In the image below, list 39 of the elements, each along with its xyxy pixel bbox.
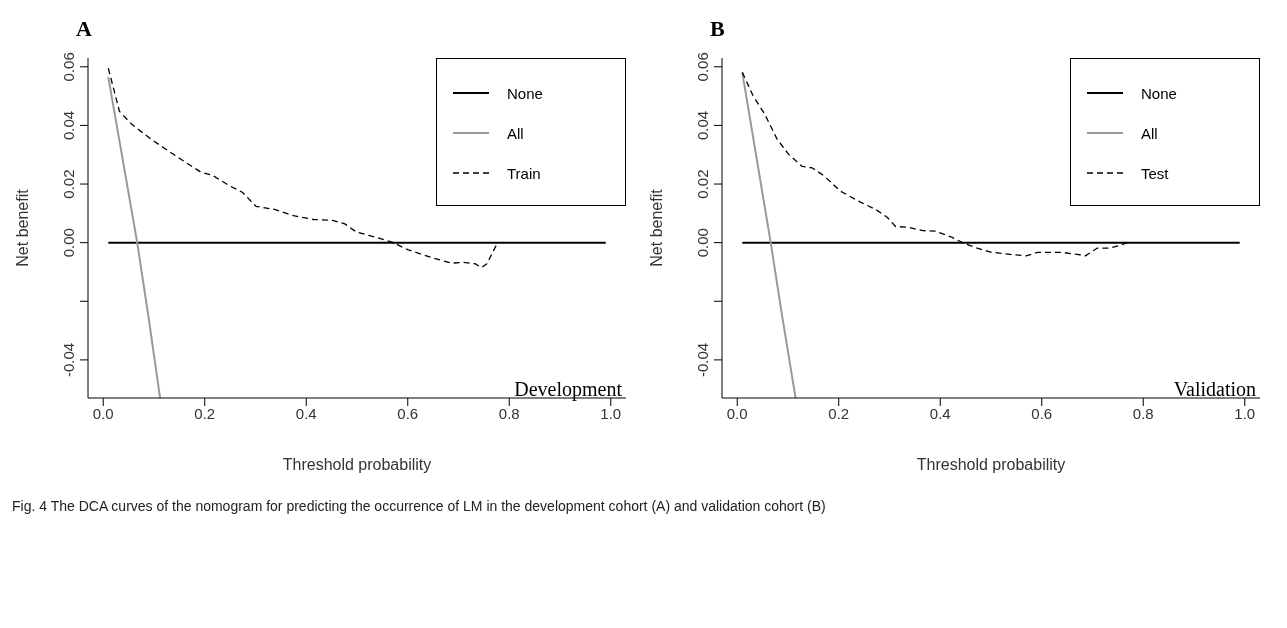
- x-axis-title: Threshold probability: [282, 456, 432, 473]
- y-tick-label: 0.04: [694, 110, 711, 141]
- legend-label: None: [1141, 84, 1177, 102]
- y-tick-label: 0.04: [60, 110, 77, 141]
- y-tick-label: 0.00: [694, 228, 711, 258]
- legend-label: None: [507, 84, 543, 102]
- chart-title: A: [76, 16, 92, 42]
- x-tick-label: 1.0: [1234, 404, 1256, 422]
- caption: Fig. 4 The DCA curves of the nomogram for predicting the occurrence of LM in the development cohort (A) and validation cohort (B): [11, 498, 827, 514]
- x-axis-title: Threshold probability: [916, 456, 1066, 473]
- x-tick-label: 0.8: [498, 404, 520, 422]
- y-tick-label: 0.02: [60, 169, 77, 199]
- annotation: Development: [514, 378, 622, 401]
- x-tick-label: 1.0: [600, 404, 622, 422]
- y-tick-label: 0.06: [694, 52, 711, 82]
- x-tick-label: 0.8: [1132, 404, 1154, 422]
- line-series: [107, 76, 162, 398]
- line-series: [741, 71, 797, 398]
- annotation: Validation: [1173, 378, 1256, 401]
- x-tick-label: 0.4: [295, 404, 317, 422]
- legend-label: Train: [507, 164, 541, 182]
- x-tick-label: 0.0: [726, 404, 748, 422]
- x-tick-label: 0.0: [92, 404, 114, 422]
- x-tick-label: 0.6: [397, 404, 419, 422]
- x-tick-label: 0.4: [929, 404, 951, 422]
- y-axis-title: Net benefit: [13, 188, 31, 267]
- y-axis-title: Net benefit: [647, 188, 665, 267]
- y-tick-label: 0.00: [60, 228, 77, 258]
- y-tick-label: -0.04: [694, 342, 711, 377]
- legend-label: All: [507, 124, 524, 142]
- x-tick-label: 0.6: [1031, 404, 1053, 422]
- x-tick-label: 0.2: [828, 404, 850, 422]
- chart-title: B: [710, 16, 725, 42]
- y-tick-label: 0.02: [694, 169, 711, 199]
- legend-label: All: [1141, 124, 1158, 142]
- x-tick-label: 0.2: [194, 404, 216, 422]
- y-tick-label: -0.04: [60, 342, 77, 377]
- legend-label: Test: [1141, 164, 1169, 182]
- y-tick-label: 0.06: [60, 52, 77, 82]
